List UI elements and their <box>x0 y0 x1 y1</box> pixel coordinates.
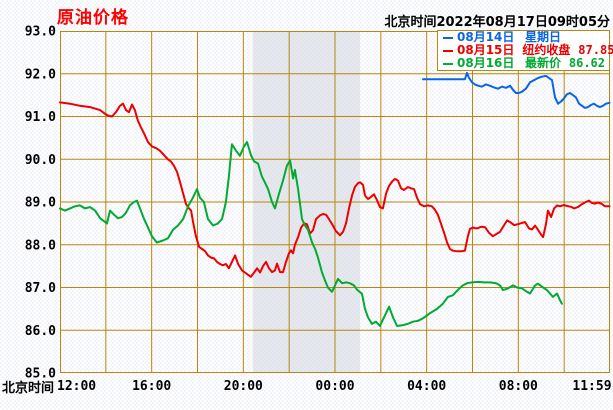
series-aug16-line <box>59 141 563 327</box>
blue-line-sample <box>443 36 453 39</box>
x-tick-label: 20:00 <box>224 379 263 394</box>
y-tick-label: 91.0 <box>25 110 56 125</box>
legend-value: 86.62 <box>568 56 605 70</box>
page-title: 原油价格 <box>57 8 129 28</box>
legend-date: 08月16日 <box>457 56 515 70</box>
legend-label: 最新价 <box>524 56 561 70</box>
plot-border <box>60 31 610 373</box>
y-tick-label: 93.0 <box>25 25 56 40</box>
x-tick-label: 12:00 <box>57 379 96 394</box>
x-tick-label: 16:00 <box>132 379 171 394</box>
y-tick-label: 86.0 <box>25 324 56 339</box>
x-tick-label: 11:59 <box>572 379 611 394</box>
x-tick-label: 08:00 <box>499 379 538 394</box>
y-tick-label: 89.0 <box>25 196 56 211</box>
legend-row-aug16: 08月16日 最新价 86.62 <box>443 57 605 70</box>
legend-label: 纽约收盘 <box>522 43 571 57</box>
legend-row-aug15: 08月15日 纽约收盘 87.85 <box>443 43 613 57</box>
legend-row-aug14: 08月14日 星期日 <box>443 31 605 44</box>
x-axis-title: 北京时间 <box>2 381 55 396</box>
y-tick-label: 88.0 <box>25 238 56 253</box>
legend-label: 星期日 <box>524 30 561 44</box>
y-tick-label: 87.0 <box>25 281 56 296</box>
series-aug14-line <box>422 71 611 109</box>
y-tick-label: 92.0 <box>25 67 56 82</box>
x-tick-label: 00:00 <box>315 379 354 394</box>
beijing-datetime-label: 北京时间2022年08月17日09时05分 <box>384 15 610 30</box>
series-aug15-line <box>59 101 611 278</box>
legend-date: 08月15日 <box>457 43 515 57</box>
green-line-sample <box>443 62 453 65</box>
y-tick-label: 90.0 <box>25 153 56 168</box>
legend-date: 08月14日 <box>457 30 515 44</box>
y-tick-label: 85.0 <box>25 367 56 382</box>
red-line-sample <box>443 49 453 52</box>
x-tick-label: 04:00 <box>407 379 446 394</box>
legend-value: 87.85 <box>578 43 613 57</box>
legend-box: 08月14日 星期日 08月15日 纽约收盘 87.85 08月16日 最新价 … <box>437 30 613 71</box>
